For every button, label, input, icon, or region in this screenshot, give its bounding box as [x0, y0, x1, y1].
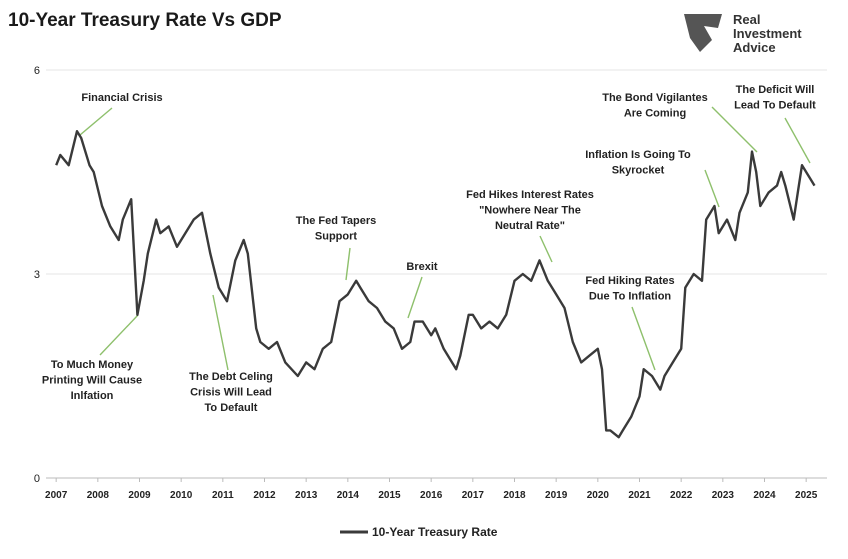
annotation-line: Inflation Is Going To — [585, 149, 691, 161]
annotation: Fed Hiking Rates Due To Inflation — [585, 275, 674, 303]
annotation-line: The Fed Tapers — [296, 215, 376, 227]
logo: Real Investment Advice — [684, 12, 802, 55]
logo-text: Advice — [733, 40, 776, 55]
annotation-arrow — [212, 294, 229, 371]
annotation-line: Neutral Rate" — [495, 220, 565, 232]
annotation-line: Crisis Will Lead — [190, 387, 272, 399]
annotation-arrow — [99, 314, 139, 356]
x-tick-label: 2007 — [45, 490, 68, 501]
logo-text: Investment — [733, 26, 802, 41]
annotation-line: Inlfation — [71, 390, 114, 402]
x-tick-label: 2016 — [420, 490, 443, 501]
x-tick-label: 2017 — [462, 490, 485, 501]
annotation-line: Printing Will Cause — [42, 375, 142, 387]
annotation: The Fed Tapers Support — [296, 215, 376, 243]
annotation-arrow — [711, 106, 758, 153]
x-tick-label: 2015 — [378, 490, 401, 501]
x-tick-label: 2008 — [87, 490, 110, 501]
annotation-line: Financial Crisis — [81, 92, 162, 104]
annotation-line: Fed Hiking Rates — [585, 275, 674, 287]
annotation-arrow — [407, 276, 423, 319]
y-tick-label: 6 — [34, 65, 40, 77]
annotation: Financial Crisis — [81, 92, 162, 104]
annotation-arrow — [631, 306, 656, 371]
annotation: The Deficit Will Lead To Default — [734, 84, 816, 112]
y-tick-label: 0 — [34, 473, 40, 485]
annotation-line: To Default — [205, 402, 258, 414]
x-tick-label: 2023 — [712, 490, 735, 501]
annotation-line: "Nowhere Near The — [479, 205, 581, 217]
x-tick-label: 2022 — [670, 490, 693, 501]
x-tick-label: 2024 — [753, 490, 776, 501]
annotation-line: Lead To Default — [734, 100, 816, 112]
annotation: The Debt Celing Crisis Will Lead To Defaul… — [189, 371, 273, 414]
annotation-line: To Much Money — [51, 359, 134, 371]
annotation-line: Skyrocket — [612, 165, 665, 177]
annotation: Fed Hikes Interest Rates "Nowhere Near Th… — [466, 189, 594, 232]
x-tick-label: 2021 — [628, 490, 651, 501]
x-tick-label: 2009 — [128, 490, 151, 501]
annotation-line: Fed Hikes Interest Rates — [466, 189, 594, 201]
annotation-line: Are Coming — [624, 108, 686, 120]
annotation-line: The Deficit Will — [736, 84, 815, 96]
x-tick-label: 2012 — [253, 490, 276, 501]
annotation-line: The Bond Vigilantes — [602, 92, 708, 104]
legend-label: 10-Year Treasury Rate — [372, 525, 498, 539]
grid — [46, 69, 827, 479]
x-tick-label: 2013 — [295, 490, 318, 501]
x-tick-label: 2025 — [795, 490, 818, 501]
x-tick-label: 2011 — [212, 490, 234, 501]
annotation: Brexit — [406, 261, 438, 273]
x-tick-label: 2010 — [170, 490, 193, 501]
annotation-arrow — [345, 247, 351, 281]
annotation-line: Brexit — [406, 261, 438, 273]
annotation-line: Due To Inflation — [589, 291, 672, 303]
data-line — [55, 130, 816, 439]
annotation-arrow — [784, 117, 811, 164]
annotation-arrow — [539, 235, 553, 263]
x-tick-label: 2014 — [337, 490, 360, 501]
annotation: Inflation Is Going To Skyrocket — [585, 149, 691, 177]
annotation-arrow — [704, 169, 720, 208]
annotation: The Bond Vigilantes Are Coming — [602, 92, 708, 120]
annotation-arrow — [79, 107, 113, 136]
y-tick-label: 3 — [34, 269, 40, 281]
annotations: Financial Crisis To Much Money Printing Wi… — [42, 84, 816, 414]
annotation-line: The Debt Celing — [189, 371, 273, 383]
logo-text: Real — [733, 12, 760, 27]
annotation: To Much Money Printing Will Cause Inlfatio… — [42, 359, 142, 402]
x-tick-label: 2019 — [545, 490, 568, 501]
annotation-line: Support — [315, 231, 357, 243]
x-tick-label: 2020 — [587, 490, 610, 501]
chart-title: 10-Year Treasury Rate Vs GDP — [8, 10, 282, 31]
logo-icon — [684, 14, 722, 52]
x-tick-label: 2018 — [503, 490, 526, 501]
